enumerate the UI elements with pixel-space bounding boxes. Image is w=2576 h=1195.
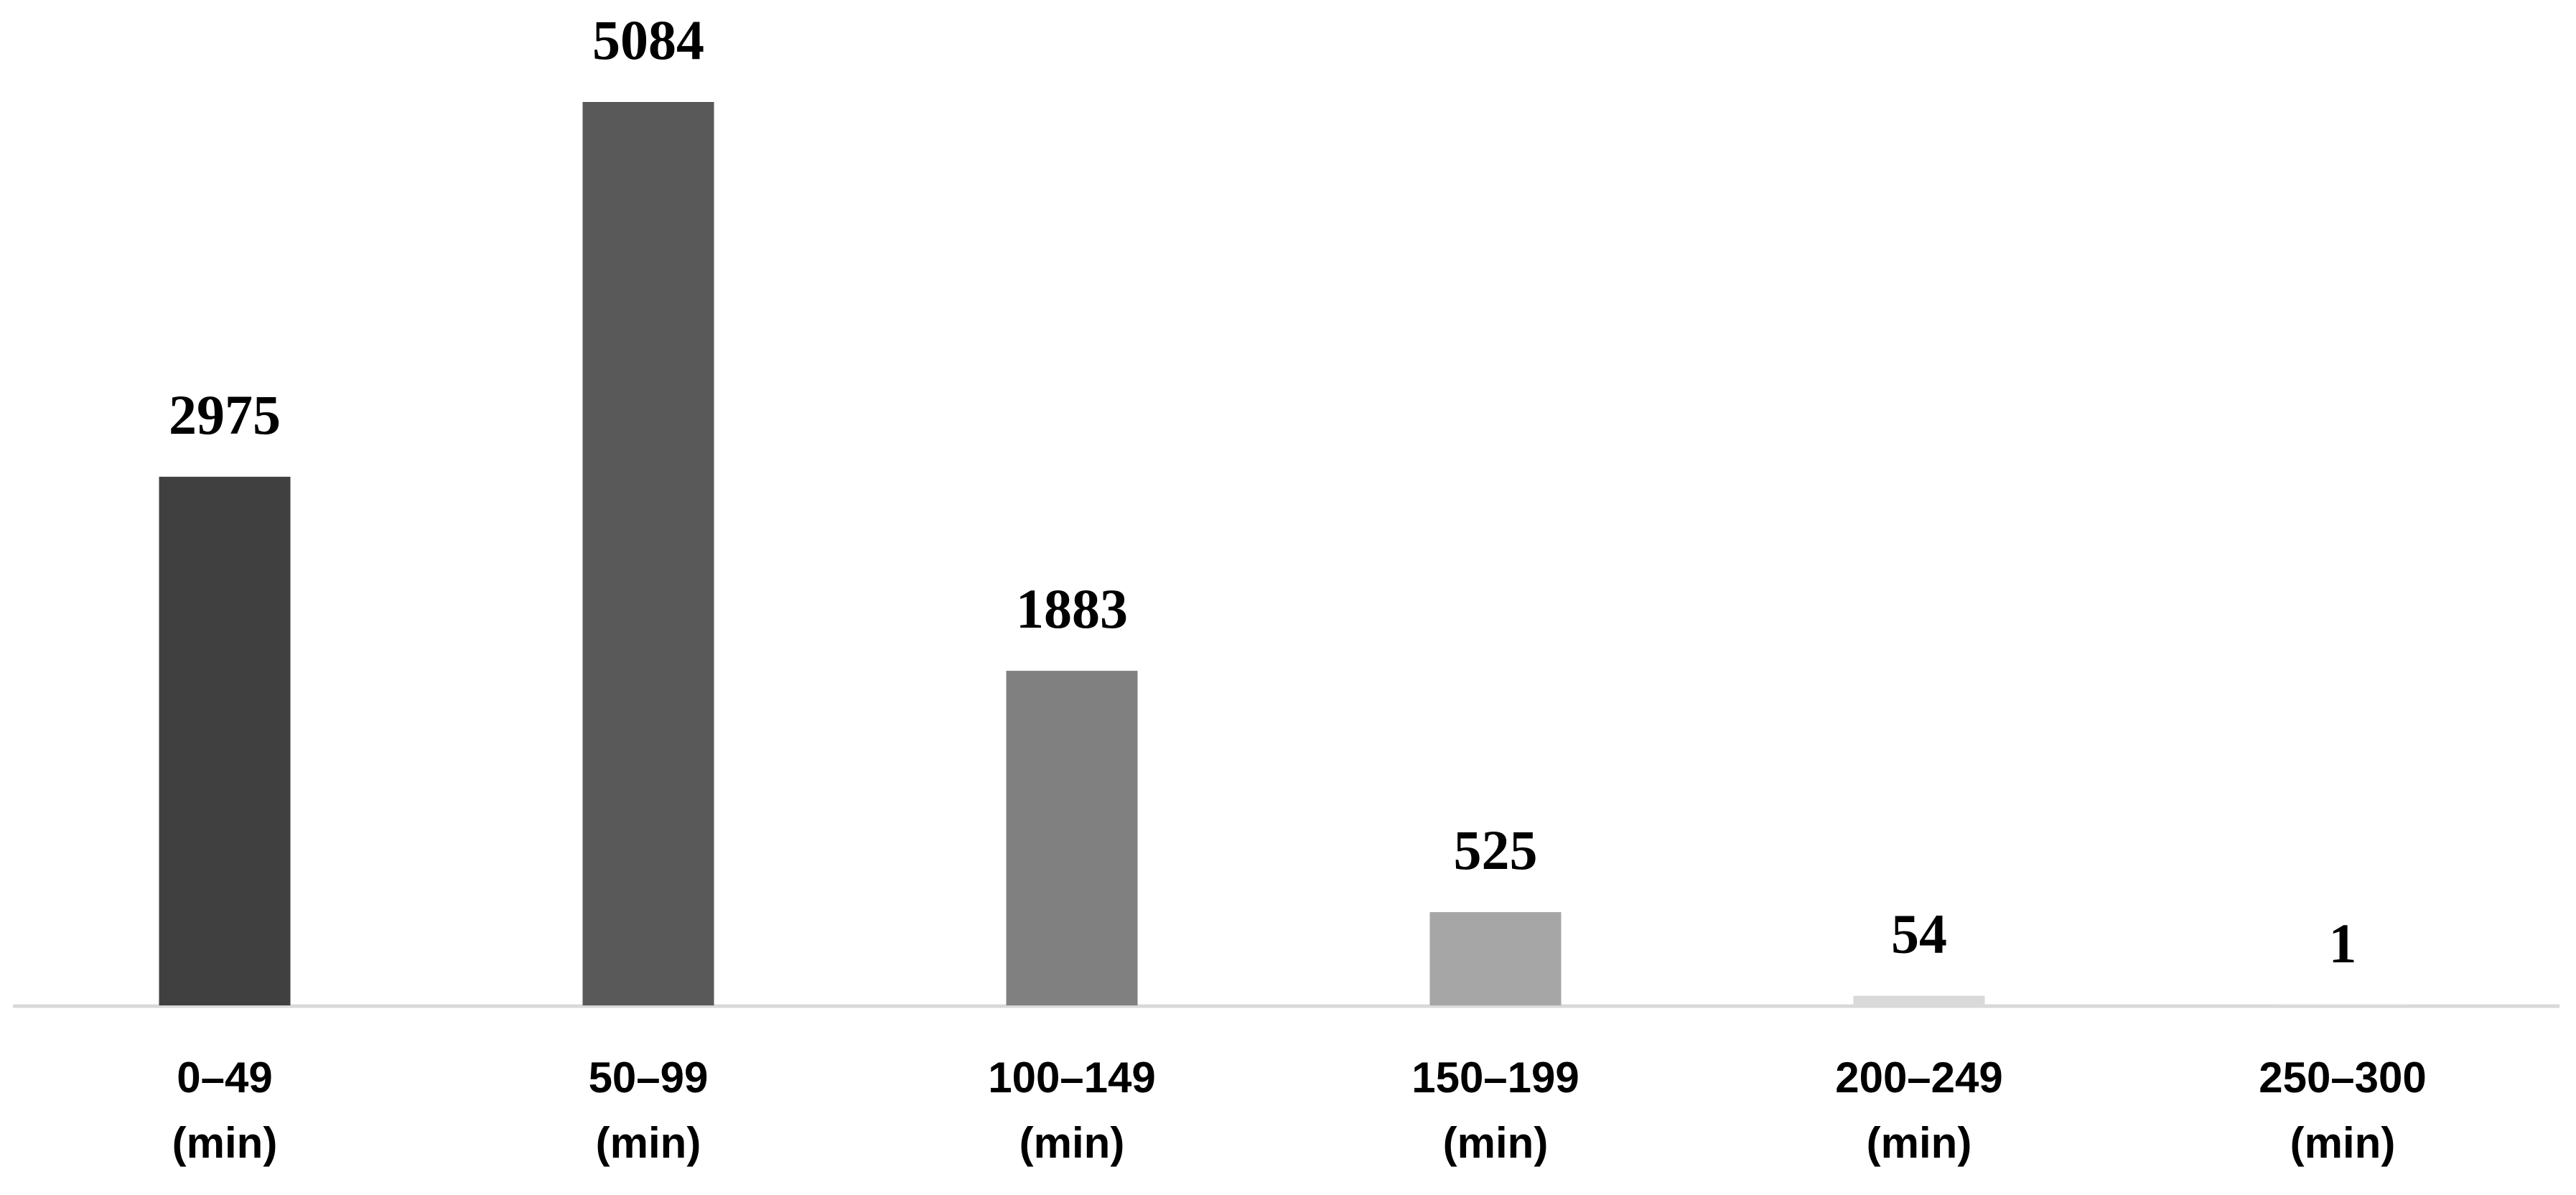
value-label: 54: [1891, 903, 1947, 965]
value-label: 525: [1454, 819, 1538, 881]
bar: [1429, 912, 1562, 1005]
value-label: 1883: [1016, 577, 1128, 640]
bar: [1006, 671, 1138, 1005]
x-tick-label: 200–249 (min): [1835, 1054, 2003, 1167]
x-tick-label: 150–199 (min): [1411, 1054, 1579, 1167]
value-label: 1: [2329, 912, 2357, 975]
bar: [582, 102, 714, 1005]
x-tick-label: 50–99 (min): [588, 1054, 709, 1167]
x-tick-label: 0–49 (min): [172, 1054, 278, 1167]
x-tick-label: 100–149 (min): [988, 1054, 1156, 1167]
value-label: 5084: [592, 9, 704, 71]
bar: [159, 476, 291, 1005]
bar: [1853, 995, 1985, 1005]
x-tick-label: 250–300 (min): [2259, 1054, 2427, 1167]
value-label: 2975: [169, 383, 281, 446]
